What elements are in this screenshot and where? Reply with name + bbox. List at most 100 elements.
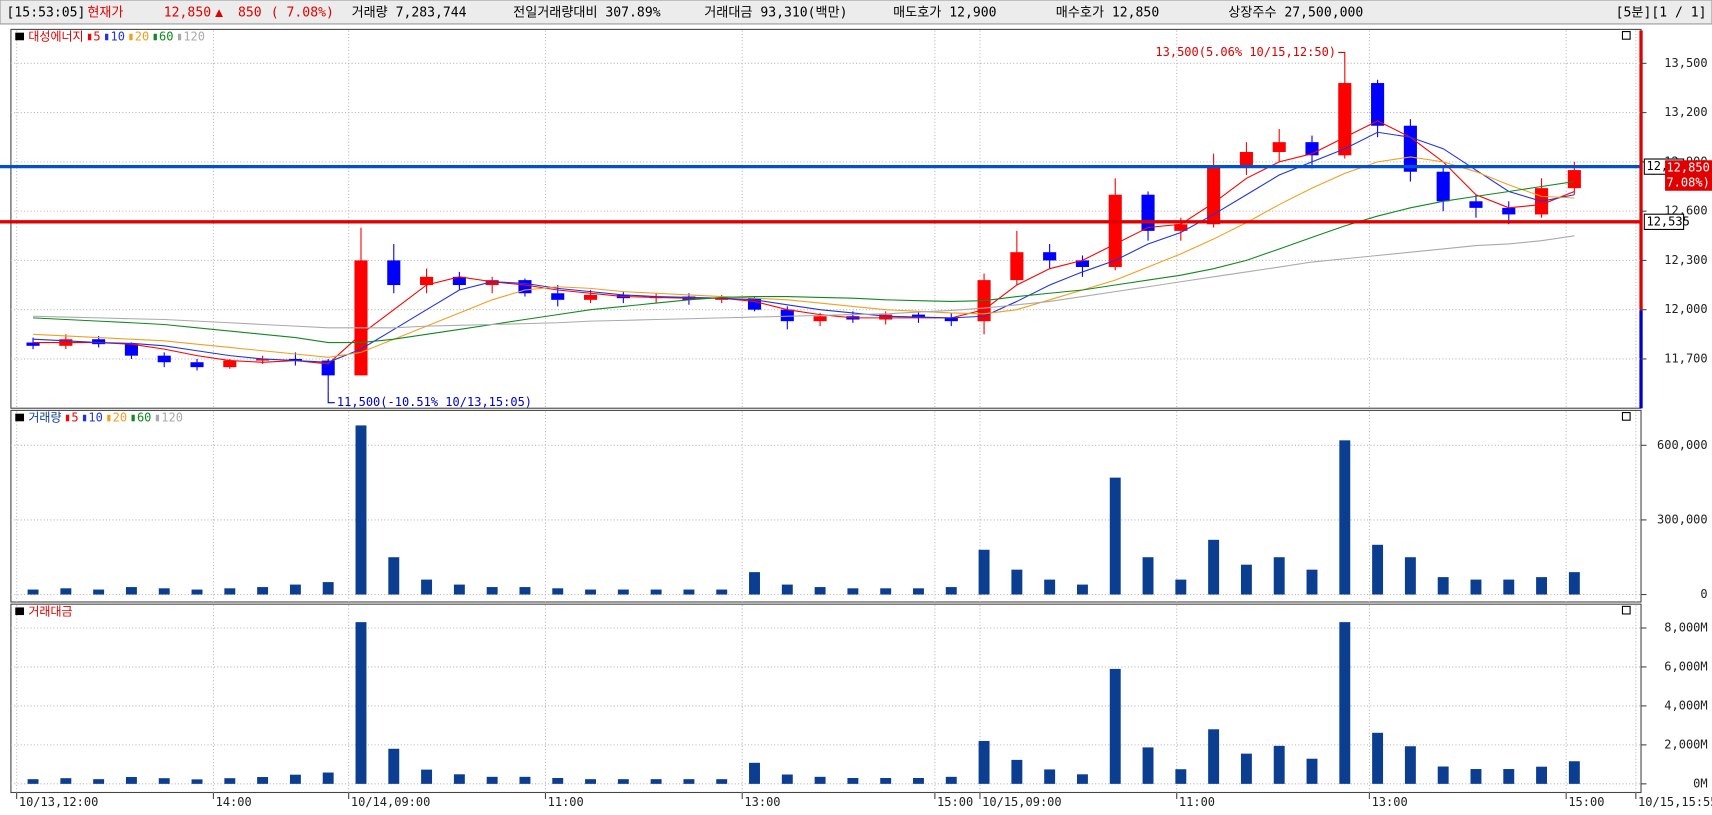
panel-button[interactable] bbox=[1621, 31, 1631, 40]
bar bbox=[978, 740, 990, 784]
bar bbox=[814, 587, 826, 595]
bar bbox=[1044, 769, 1056, 784]
bar bbox=[585, 589, 597, 595]
rate: ( 7.08%) bbox=[271, 6, 334, 21]
legend-label: 60 bbox=[137, 411, 151, 425]
legend-swatch bbox=[177, 33, 182, 41]
legend-icon bbox=[15, 413, 25, 422]
candle-body bbox=[1436, 171, 1450, 202]
period[interactable]: [5분][1 / 1] bbox=[1616, 6, 1707, 21]
bar bbox=[60, 778, 72, 784]
bar bbox=[552, 588, 564, 595]
bar bbox=[1437, 766, 1449, 784]
bar bbox=[191, 779, 203, 784]
candle-body bbox=[387, 260, 401, 286]
candle-body bbox=[1272, 142, 1286, 153]
bar bbox=[1404, 557, 1416, 595]
stat: 거래량 7,283,744 bbox=[352, 5, 467, 21]
y-tick-label: 12,300 bbox=[1664, 253, 1707, 267]
panel-button[interactable] bbox=[1621, 605, 1631, 615]
bar bbox=[945, 587, 957, 595]
legend-label: 60 bbox=[159, 30, 173, 44]
y-tick-label: 4,000M bbox=[1664, 698, 1707, 712]
bar bbox=[814, 776, 826, 784]
bar bbox=[355, 622, 367, 784]
change: 850 bbox=[238, 6, 262, 21]
bar bbox=[945, 776, 957, 784]
legend-icon bbox=[15, 607, 25, 616]
legend-label: 10 bbox=[110, 30, 124, 44]
bar bbox=[158, 588, 170, 595]
bar bbox=[224, 778, 236, 784]
bar bbox=[978, 549, 990, 595]
level-label: 12,535 bbox=[1646, 214, 1689, 228]
bar bbox=[289, 774, 301, 784]
legend-swatch bbox=[153, 33, 157, 41]
level-box bbox=[1643, 213, 1685, 230]
legend-label: 20 bbox=[113, 411, 127, 425]
bar bbox=[1568, 572, 1580, 595]
bar bbox=[1175, 769, 1187, 784]
legend-label: 120 bbox=[161, 411, 183, 425]
bar bbox=[1109, 477, 1121, 595]
candle-body bbox=[1075, 260, 1089, 267]
bar bbox=[1208, 539, 1220, 595]
bar bbox=[486, 776, 498, 784]
candle-body bbox=[1108, 194, 1122, 267]
bar bbox=[617, 779, 629, 784]
header: [15:53:05] 현재가 12,850 ▲ 850 ( 7.08%) 거래량… bbox=[0, 0, 1712, 25]
candle-body bbox=[26, 342, 40, 346]
candle-body bbox=[223, 360, 237, 368]
ma-line bbox=[33, 235, 1575, 329]
candle-body bbox=[1174, 224, 1188, 231]
bar bbox=[1372, 732, 1384, 784]
candle-body bbox=[1338, 83, 1352, 156]
ma-line bbox=[33, 131, 1575, 363]
bar bbox=[552, 777, 564, 784]
legend-swatch bbox=[107, 414, 111, 422]
legend-swatch bbox=[65, 414, 70, 422]
x-tick-label: 10/14,09:00 bbox=[351, 795, 430, 809]
ma-line bbox=[33, 181, 1575, 344]
candle-body bbox=[813, 316, 827, 322]
last-box bbox=[1665, 160, 1712, 191]
bar bbox=[224, 588, 236, 595]
bar bbox=[1536, 766, 1548, 784]
y-tick-label: 11,700 bbox=[1664, 351, 1707, 365]
candle-body bbox=[944, 317, 958, 322]
y-tick-label: 13,500 bbox=[1664, 56, 1707, 70]
bar bbox=[650, 779, 662, 784]
bar bbox=[880, 777, 892, 784]
bar bbox=[880, 588, 892, 595]
legend-label: 거래량 bbox=[28, 411, 61, 425]
bar bbox=[913, 588, 924, 595]
legend-icon bbox=[15, 32, 25, 41]
legend-swatch bbox=[105, 33, 109, 41]
candle-body bbox=[420, 276, 434, 286]
bar bbox=[257, 777, 269, 784]
bar bbox=[1011, 569, 1023, 595]
ma-line bbox=[33, 156, 1575, 358]
y-tick-label: 0M bbox=[1693, 776, 1707, 790]
bar bbox=[1339, 440, 1351, 595]
candle-body bbox=[1141, 194, 1155, 231]
legend-swatch bbox=[131, 414, 135, 422]
bar bbox=[125, 777, 137, 784]
volume-panel bbox=[10, 409, 1642, 603]
bar bbox=[27, 779, 39, 784]
stat: 매수호가 12,850 bbox=[1056, 5, 1160, 21]
bar bbox=[257, 587, 269, 595]
legend-label: 5 bbox=[71, 411, 78, 425]
bar bbox=[486, 587, 498, 595]
y-tick-label: 2,000M bbox=[1664, 737, 1707, 751]
x-tick-label: 15:00 bbox=[1568, 795, 1604, 809]
panel-button[interactable] bbox=[1621, 412, 1631, 421]
bar bbox=[1142, 747, 1154, 784]
stat: 거래대금 93,310(백만) bbox=[704, 5, 847, 21]
annotation: 11,500(-10.51% 10/13,15:05) bbox=[337, 395, 532, 409]
bar bbox=[847, 777, 859, 784]
legend-label: 거래대금 bbox=[28, 604, 72, 618]
last-price: 12,850 bbox=[1666, 160, 1709, 174]
candle-body bbox=[1371, 83, 1385, 126]
bar bbox=[1503, 769, 1515, 784]
